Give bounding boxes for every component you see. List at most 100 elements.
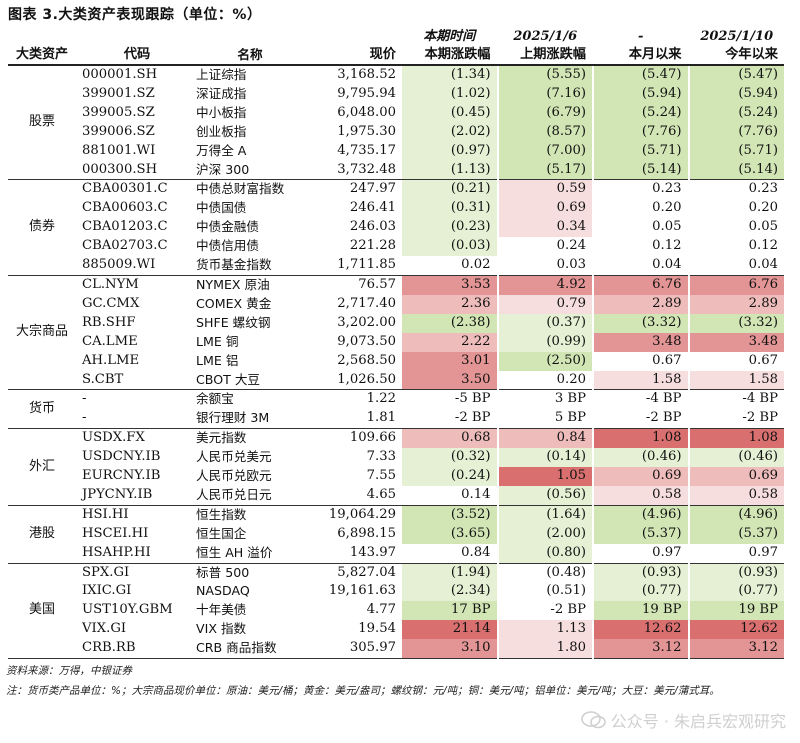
mtd-cell: (0.77)	[592, 582, 689, 602]
mtd-cell: 0.97	[592, 543, 689, 564]
name-cell: 恒生 AH 溢价	[192, 543, 304, 564]
period-change-cell: 0.84	[402, 543, 498, 564]
ytd-cell: (5.47)	[687, 65, 784, 85]
code-cell: VIX.GI	[82, 621, 127, 637]
table-row: 881001.WI 万得全 A 4,735.17 (0.97) (7.00) (5.71)…	[8, 141, 784, 161]
price-cell: 2,568.50	[337, 352, 396, 368]
table-row: JPYCNY.IB 人民币兑日元 4.65 0.14 (0.56) 0.58 0.58	[8, 485, 784, 506]
ytd-cell: 19 BP	[687, 601, 784, 621]
wechat-icon	[580, 710, 607, 730]
period-change-cell: (0.32)	[402, 448, 498, 468]
table-row: CBA00603.C 中债国债 246.41 (0.31) 0.69 0.20 0.20	[8, 199, 784, 219]
name-cell: NYMEX 原油	[196, 276, 270, 292]
table-row: CBA02703.C 中债信用债 221.28 (0.03) 0.24 0.12 0.12	[8, 237, 784, 257]
price-cell: 247.97	[349, 181, 396, 197]
name-cell: 创业板指	[196, 123, 247, 139]
period-change-cell: 17 BP	[402, 601, 498, 621]
price-cell: 109.66	[349, 430, 396, 446]
price-cell: 1,975.30	[337, 123, 396, 139]
name-cell: 中债总财富指数	[196, 181, 285, 197]
table-title: 图表 3.大类资产表现跟踪（单位：%）	[8, 7, 262, 23]
name-cell: 银行理财 3M	[192, 409, 304, 430]
period-change-cell: (0.21)	[402, 179, 498, 200]
prev-change-cell: 0.84	[496, 428, 593, 449]
table-row: UST10Y.GBM 十年美债 4.77 17 BP -2 BP 19 BP 19 BP	[8, 601, 784, 621]
code-cell: CBA00301.C	[82, 181, 168, 197]
price-cell: 3,732.48	[304, 160, 402, 181]
price-cell: 2,717.40	[337, 295, 396, 311]
period-change-cell: 3.50	[402, 370, 498, 391]
mtd-cell: 0.23	[592, 179, 689, 200]
period-change-cell: (2.38)	[402, 313, 498, 333]
period-change-cell: (0.03)	[402, 237, 498, 257]
code-cell: RB.SHF	[82, 314, 136, 330]
ytd-cell: (5.37)	[687, 524, 784, 544]
period-change-cell: 3.10	[402, 639, 498, 660]
prev-change-cell: 0.69	[496, 199, 593, 219]
category-label: 股票	[8, 65, 76, 181]
mtd-cell: 1.58	[592, 370, 689, 391]
code-cell: 399005.SZ	[82, 104, 155, 120]
name-cell: 人民币兑日元	[192, 485, 304, 506]
ytd-cell: (5.71)	[687, 141, 784, 161]
mtd-cell: (4.96)	[592, 505, 689, 525]
prev-change-cell: 1.80	[496, 639, 593, 660]
name-cell: 标普 500	[196, 564, 250, 580]
price-cell: 19,161.63	[328, 583, 396, 599]
period-change-cell: (1.34)	[402, 65, 498, 85]
period-change-cell: (0.97)	[402, 141, 498, 161]
table-row: EURCNY.IB 人民币兑欧元 7.55 (0.24) 1.05 0.69 0.69	[8, 467, 784, 486]
asset-group: 大宗商品 CL.NYM NYMEX 原油 76.57 3.53 4.92 6.76 6.76 G…	[8, 275, 784, 391]
ytd-cell: (5.24)	[687, 103, 784, 123]
name-cell: 余额宝	[196, 391, 234, 407]
prev-change-cell: (5.55)	[496, 65, 593, 85]
table-row: AH.LME LME 铝 2,568.50 3.01 (2.50) 0.67 0.67	[8, 351, 784, 371]
prev-change-cell: 1.13	[496, 620, 593, 640]
period-change-cell: 21.14	[402, 620, 498, 640]
mtd-cell: (0.46)	[592, 448, 689, 468]
prev-change-cell: 1.05	[496, 467, 593, 486]
mtd-cell: (3.32)	[592, 313, 689, 333]
asset-group: 港股 HSI.HI 恒生指数 19,064.29 (3.52) (1.64) (4.96)(…	[8, 505, 784, 564]
name-cell: VIX 指数	[196, 621, 247, 637]
header-mtd: 本月以来	[592, 46, 689, 66]
table-row: 港股 HSI.HI 恒生指数 19,064.29 (3.52) (1.64) (4.96)(…	[8, 505, 784, 564]
price-cell: 76.57	[358, 276, 396, 292]
code-cell: CA.LME	[82, 333, 138, 349]
asset-group: 货币 - 余额宝 1.22 -5 BP 3 BP -4 BP -4 BP - 银行理财 3M 1.8…	[8, 389, 784, 430]
mtd-cell: 0.04	[592, 256, 689, 276]
price-cell: 6,048.00	[337, 104, 396, 120]
period-change-cell: 3.53	[402, 275, 498, 295]
category-label: 外汇	[8, 428, 76, 506]
ytd-cell: 3.12	[687, 639, 784, 660]
table-row: 债券 CBA00301.C 中债总财富指数 247.97 (0.21) 0.59 0.23 0…	[8, 179, 784, 276]
table-row: 399001.SZ 深证成指 9,795.94 (1.02) (7.16) (5.94)(…	[8, 84, 784, 104]
table-row: 大宗商品 CL.NYM NYMEX 原油 76.57 3.53 4.92 6.76 6.76	[8, 275, 784, 391]
mtd-cell: 2.89	[592, 294, 689, 314]
mtd-cell: (5.24)	[592, 103, 689, 123]
category-label: 货币	[8, 389, 76, 430]
table-row: 399006.SZ 创业板指 1,975.30 (2.02) (8.57) (7.76)(…	[8, 122, 784, 142]
table-row: GC.CMX COMEX 黄金 2,717.40 2.36 0.79 2.89 2.89	[8, 294, 784, 314]
code-cell: 885009.WI	[76, 256, 192, 276]
mtd-cell: (5.47)	[592, 65, 689, 85]
mtd-cell: 0.20	[592, 199, 689, 219]
period-change-cell: (0.24)	[402, 467, 498, 486]
code-cell: IXIC.GI	[82, 583, 132, 599]
period-change-cell: (0.45)	[402, 103, 498, 123]
code-cell: 000001.SH	[82, 67, 158, 82]
ytd-cell: (7.76)	[687, 122, 784, 142]
category-label: 美国	[8, 563, 76, 660]
code-cell: CBA00603.C	[82, 200, 168, 216]
ytd-cell: 1.58	[687, 370, 784, 391]
price-cell: 246.41	[349, 200, 396, 216]
price-cell: 1,026.50	[304, 370, 402, 391]
prev-change-cell: 0.24	[496, 237, 593, 257]
table-row: CRB.RB CRB 商品指数 305.97 3.10 1.80 3.12 3.12	[8, 639, 784, 660]
code-cell: -	[82, 391, 87, 407]
code-cell: CL.NYM	[82, 276, 139, 292]
period-change-cell: 0.14	[402, 485, 498, 506]
prev-change-cell: (8.57)	[496, 122, 593, 142]
code-cell: HSCEI.HI	[82, 525, 149, 541]
ytd-cell: 0.58	[687, 485, 784, 506]
